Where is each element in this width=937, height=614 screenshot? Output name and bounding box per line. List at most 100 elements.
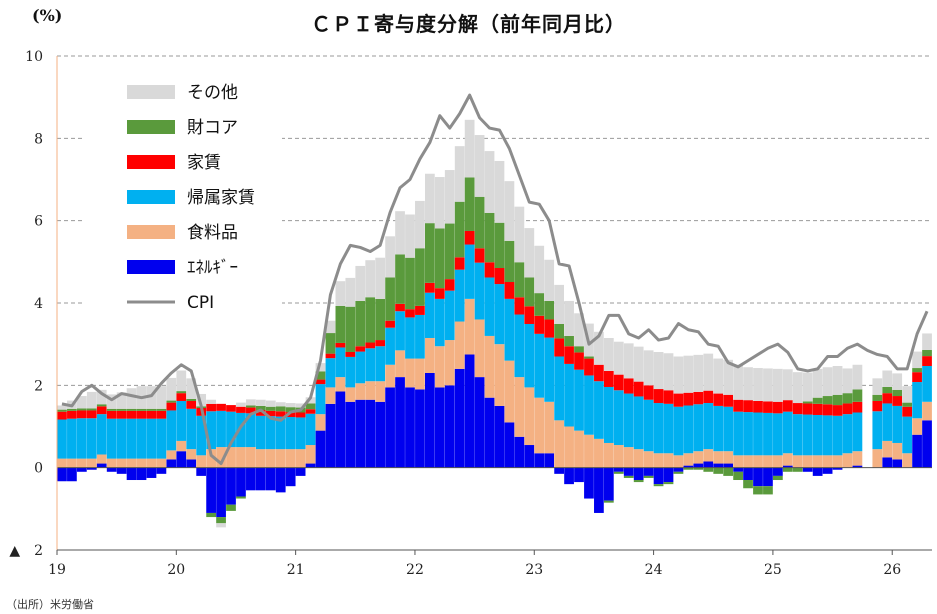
bar-segment xyxy=(912,382,922,419)
bar-segment xyxy=(176,370,187,392)
bar-segment xyxy=(603,500,614,503)
bar-segment xyxy=(345,306,356,352)
bar-segment xyxy=(753,400,763,413)
bar-segment xyxy=(295,412,306,418)
bar-segment xyxy=(773,475,783,481)
bar-segment xyxy=(922,333,932,350)
bar-segment xyxy=(782,411,793,454)
bar-segment xyxy=(57,411,67,420)
bar-segment xyxy=(166,402,177,411)
bar-segment xyxy=(524,228,535,278)
bar-segment xyxy=(643,451,654,468)
bar-segment xyxy=(156,410,167,419)
bar-segment xyxy=(594,467,604,513)
bar-segment xyxy=(186,378,197,399)
bar-segment xyxy=(633,396,644,450)
legend-label: その他 xyxy=(187,83,238,103)
bar-segment xyxy=(882,370,893,387)
bar-segment xyxy=(912,434,922,468)
bar-segment xyxy=(653,403,664,454)
bar-segment xyxy=(136,418,147,459)
bar-segment xyxy=(484,397,495,468)
bar-segment xyxy=(335,391,346,468)
legend-label: ｴﾈﾙｷﾞｰ xyxy=(187,258,238,278)
bar-segment xyxy=(315,379,326,385)
bar-segment xyxy=(305,397,316,404)
bar-segment xyxy=(146,458,157,468)
bar-segment xyxy=(613,341,624,375)
bar-segment xyxy=(912,372,922,383)
x-tick-label: 23 xyxy=(525,562,543,578)
bar-segment xyxy=(315,371,326,380)
bar-segment xyxy=(852,389,863,402)
bar-segment xyxy=(713,451,724,464)
bar-segment xyxy=(782,465,793,468)
bar-segment xyxy=(504,282,515,299)
bar-segment xyxy=(67,467,77,482)
bar-segment xyxy=(226,405,236,412)
bar-segment xyxy=(265,416,276,450)
bar-segment xyxy=(275,416,286,450)
bar-segment xyxy=(345,351,356,357)
bar-segment xyxy=(474,135,485,197)
bar-segment xyxy=(425,282,435,293)
y-tick-label: 0 xyxy=(34,461,43,477)
bar-segment xyxy=(355,265,366,301)
bar-segment xyxy=(802,455,813,468)
bar-segment xyxy=(663,453,674,468)
legend-label: 食料品 xyxy=(187,223,238,243)
bar-segment xyxy=(643,467,654,476)
bar-segment xyxy=(902,386,913,403)
legend-label: 帰属家賃 xyxy=(187,188,255,208)
bar-segment xyxy=(653,389,664,404)
bar-segment xyxy=(613,471,624,474)
bar-segment xyxy=(623,447,634,468)
bar-segment xyxy=(474,319,485,378)
bar-segment xyxy=(902,453,913,468)
bar-segment xyxy=(186,400,197,409)
bar-segment xyxy=(434,228,445,289)
bar-segment xyxy=(504,240,515,283)
bar-segment xyxy=(852,401,863,413)
y-tick-label: 2 xyxy=(34,378,43,394)
bar-segment xyxy=(643,385,654,400)
bar-segment xyxy=(464,298,475,355)
bar-segment xyxy=(892,442,903,460)
bar-segment xyxy=(753,467,763,487)
bar-segment xyxy=(514,436,525,468)
bar-segment xyxy=(743,467,753,481)
bar-segment xyxy=(325,353,336,359)
bar-segment xyxy=(723,467,734,476)
bar-segment xyxy=(584,358,594,376)
bar-segment xyxy=(703,403,714,450)
bar-segment xyxy=(265,449,276,468)
bar-segment xyxy=(643,399,654,452)
bar-segment xyxy=(584,375,594,435)
bar-segment xyxy=(116,418,127,459)
bar-segment xyxy=(146,410,157,419)
bar-segment xyxy=(255,449,266,468)
bar-segment xyxy=(325,403,336,468)
bar-segment xyxy=(812,467,823,476)
bar-segment xyxy=(216,403,226,411)
bar-segment xyxy=(743,480,753,489)
bar-segment xyxy=(822,455,833,468)
bar-segment xyxy=(246,399,256,406)
x-tick-label: 21 xyxy=(287,562,305,578)
bar-segment xyxy=(325,333,336,354)
bar-segment xyxy=(524,324,535,388)
bar-segment xyxy=(653,351,664,390)
bar-segment xyxy=(713,405,724,452)
bar-segment xyxy=(584,434,594,468)
bar-segment xyxy=(126,418,137,459)
bar-segment xyxy=(434,288,445,299)
chart-title: ＣＰＩ寄与度分解（前年同月比） xyxy=(311,12,626,36)
bar-segment xyxy=(564,300,574,336)
bar-segment xyxy=(385,320,395,328)
bar-segment xyxy=(753,412,763,456)
bar-segment xyxy=(57,467,67,482)
bar-segment xyxy=(395,303,405,312)
bar-segment xyxy=(474,262,485,320)
bar-segment xyxy=(255,415,266,450)
